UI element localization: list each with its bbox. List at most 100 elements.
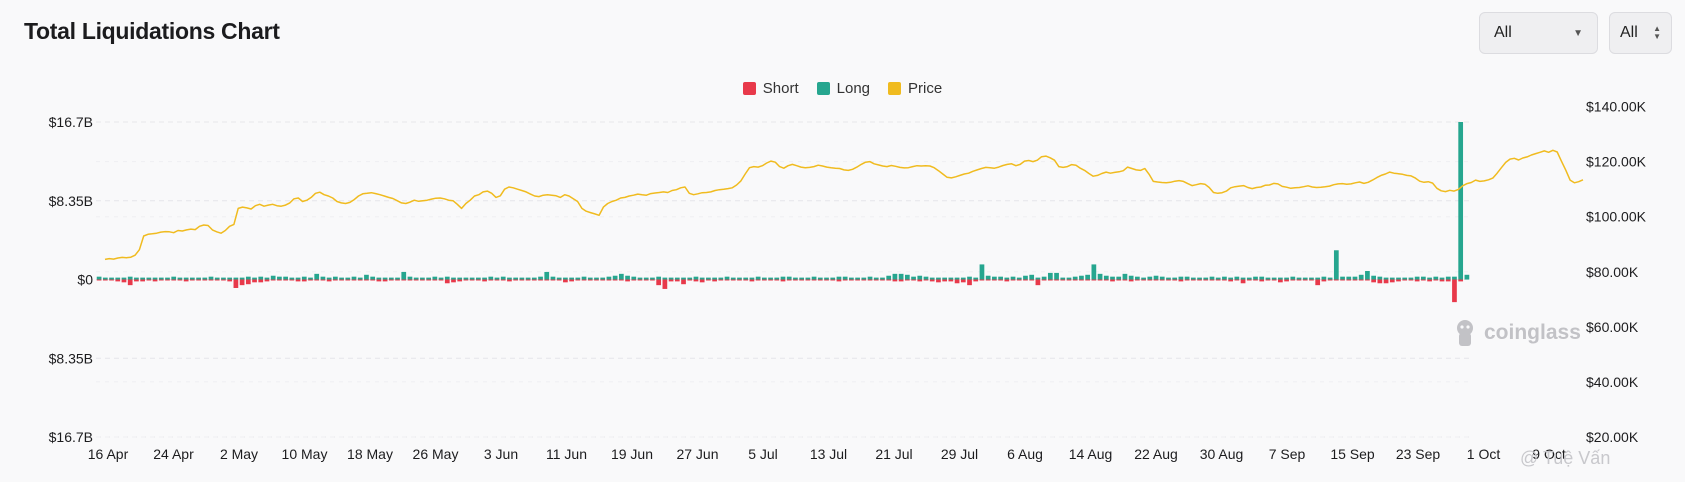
long-bar <box>395 277 400 280</box>
short-bar <box>587 279 593 281</box>
short-bar <box>650 279 655 281</box>
short-bar <box>1128 279 1134 282</box>
short-bar <box>749 279 755 282</box>
legend-item-short[interactable]: Short <box>742 80 799 97</box>
short-bar <box>1452 279 1457 303</box>
long-bar <box>923 276 929 280</box>
long-bar <box>345 277 351 280</box>
short-bar <box>954 279 960 284</box>
long-bar <box>830 277 836 280</box>
long-bar <box>146 277 152 280</box>
short-bar <box>190 279 195 281</box>
long-bar <box>768 277 773 280</box>
long-bar <box>911 276 916 280</box>
right-tick-label: $80.00K <box>1586 264 1639 280</box>
short-bar <box>718 279 724 281</box>
long-bar <box>388 277 394 280</box>
long-bar <box>451 277 456 280</box>
short-bar <box>917 279 923 282</box>
left-tick-label: $16.7B <box>49 429 93 445</box>
long-bar <box>1240 277 1246 280</box>
long-bar <box>1004 277 1010 280</box>
short-bar <box>1023 279 1028 281</box>
long-bar <box>339 277 344 280</box>
short-bar <box>308 279 313 281</box>
short-bar <box>1110 279 1115 282</box>
short-bar <box>295 279 301 282</box>
long-bar <box>202 277 208 280</box>
long-bar <box>326 277 332 280</box>
short-bar <box>606 279 612 281</box>
long-bar <box>102 277 108 280</box>
short-bar <box>351 279 357 281</box>
range-select[interactable]: All ▼ <box>1479 12 1598 54</box>
long-bar <box>525 277 531 280</box>
long-bar <box>1340 276 1345 280</box>
long-bar <box>563 277 568 280</box>
long-bar <box>500 276 506 280</box>
short-bar <box>382 279 388 282</box>
short-bar <box>357 279 363 281</box>
x-tick-label: 5 Jul <box>748 446 778 462</box>
long-bar <box>1190 277 1196 280</box>
short-bar <box>575 279 581 281</box>
x-tick-label: 9 Oct <box>1532 446 1566 462</box>
author-byline: @ Tuệ Vấn <box>1520 448 1611 468</box>
short-bar <box>911 279 916 281</box>
long-bar <box>1321 276 1327 280</box>
short-bar <box>102 279 108 281</box>
legend-label-short: Short <box>762 80 799 97</box>
long-bar <box>824 277 829 280</box>
long-bar <box>444 276 450 280</box>
short-bar <box>849 279 854 281</box>
long-bar <box>1128 275 1134 280</box>
short-bar <box>1091 279 1097 281</box>
long-bar <box>407 276 413 280</box>
left-tick-label: $8.35B <box>49 193 93 209</box>
long-bars <box>96 122 1470 280</box>
long-bar <box>208 276 214 280</box>
short-bar <box>96 279 102 281</box>
long-bar <box>1066 277 1072 280</box>
long-bar <box>376 277 382 280</box>
short-bar <box>364 279 369 281</box>
long-bar <box>718 277 724 280</box>
short-bar <box>525 279 531 281</box>
long-bar <box>674 277 680 280</box>
short-bar <box>973 279 979 282</box>
long-bar <box>270 275 276 280</box>
short-bar <box>420 279 425 281</box>
long-bar <box>631 276 637 280</box>
long-bar <box>1116 276 1122 280</box>
long-bar <box>1166 277 1171 280</box>
long-bar <box>463 277 469 280</box>
legend-item-long[interactable]: Long <box>816 80 870 97</box>
long-bar <box>998 276 1003 280</box>
short-bar <box>345 279 351 281</box>
short-bar <box>674 279 680 282</box>
x-tick-label: 1 Oct <box>1467 446 1501 462</box>
long-bar <box>438 277 444 280</box>
long-bar <box>556 277 562 280</box>
short-bar <box>892 279 898 282</box>
long-bar <box>469 277 475 280</box>
short-bar <box>699 279 705 283</box>
long-bar <box>706 277 711 280</box>
short-bar <box>1253 279 1258 281</box>
chart-legend: Short Long Price <box>0 80 1685 97</box>
short-bar <box>625 279 630 282</box>
x-tick-label: 16 Apr <box>88 446 129 462</box>
x-tick-label: 19 Jun <box>611 446 653 462</box>
mode-select[interactable]: All ▲ ▼ <box>1609 12 1672 54</box>
legend-swatch-long <box>816 82 830 95</box>
legend-item-price[interactable]: Price <box>888 80 942 97</box>
long-bar <box>712 277 717 280</box>
short-bar <box>1296 279 1302 281</box>
long-bar <box>221 277 226 280</box>
long-bar <box>1284 277 1289 280</box>
caret-down-icon: ▼ <box>1573 27 1583 39</box>
long-bar <box>308 277 313 280</box>
short-bar <box>314 279 320 281</box>
long-bar <box>587 277 593 280</box>
short-bars <box>96 279 1464 303</box>
